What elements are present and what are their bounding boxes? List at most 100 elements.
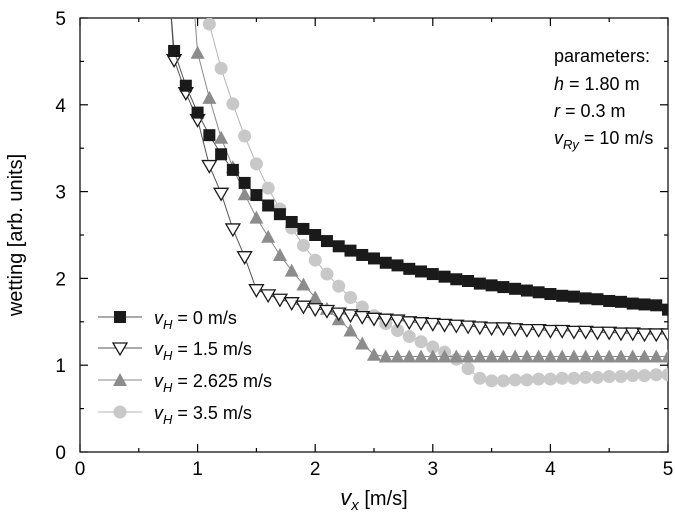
data-point-triangle-up [625,349,640,363]
data-point-circle [602,369,616,383]
data-point-circle [249,157,263,171]
data-point-triangle-down [365,312,383,327]
data-point-square [391,259,404,272]
data-point-triangle-down [330,307,347,322]
data-point-circle [461,362,475,376]
data-point-triangle-down [495,322,512,337]
series-1 [165,18,668,343]
data-point-triangle-up [508,349,523,363]
data-point-triangle-up [649,349,664,363]
x-tick-label: 3 [428,459,439,480]
data-point-triangle-up [190,45,205,59]
data-point-triangle-down [318,304,336,319]
data-point-square [332,240,345,253]
x-tick-label: 5 [663,459,674,480]
data-point-circle [567,371,581,385]
data-point-triangle-down [271,293,289,308]
data-point-triangle-up [449,349,464,363]
data-point-circle [508,373,522,387]
data-point-triangle-up [437,349,452,363]
data-point-circle [226,97,240,111]
data-point-triangle-down [401,316,418,331]
data-point-square [426,268,439,281]
data-point-circle [543,372,557,386]
data-point-triangle-down [424,317,441,332]
legend-item-1: vH = 1.5 m/s [98,339,252,363]
data-point-triangle-down [307,303,324,318]
data-point-triangle-down [448,319,465,334]
legend-label: vH = 3.5 m/s [154,403,252,427]
data-point-square [638,298,651,311]
data-point-triangle-up [519,349,534,363]
data-point-triangle-up [472,349,487,363]
data-point-square [591,293,604,306]
data-point-triangle-down [483,322,500,337]
data-point-triangle-up [531,349,546,363]
parameters-title: parameters: [554,46,650,66]
data-point-square [614,295,627,308]
data-point-triangle-up [355,336,370,350]
data-point-circle [626,369,640,383]
data-point-triangle-down [111,342,129,357]
data-point-square [297,222,310,235]
series-2 [190,18,668,363]
x-tick-labels: 0 1 2 3 4 5 [75,459,674,480]
axis-ticks [79,17,669,453]
data-point-circle [238,129,252,143]
data-point-triangle-down [283,297,300,311]
data-point-square [567,290,580,303]
data-point-triangle-up [555,349,570,363]
legend-item-0: vH = 0 m/s [98,308,237,332]
data-point-triangle-up [367,347,381,361]
parameter-line: h = 1.80 m [554,74,640,94]
data-point-square [579,292,592,305]
data-point-square [497,281,510,294]
data-point-square [403,262,416,275]
data-point-triangle-down [201,159,218,174]
data-point-triangle-up [202,90,217,104]
data-point-triangle-down [636,328,653,343]
data-point-triangle-up [402,349,417,363]
data-point-triangle-up [272,247,287,261]
data-point-circle [496,374,510,388]
data-point-triangle-up [484,349,499,363]
data-point-triangle-down [589,326,606,341]
x-axis-label: vx [m/s] [340,485,407,514]
data-point-circle [261,181,275,195]
data-point-square [532,286,545,299]
x-tick-label: 1 [192,459,203,480]
data-point-circle [320,267,334,281]
data-point-circle [332,279,346,293]
data-point-circle [520,373,534,387]
data-point-triangle-up [284,263,299,277]
data-point-triangle-down [554,324,571,339]
y-tick-label: 1 [55,356,66,377]
data-point-circle [391,323,405,337]
data-point-square [356,248,369,261]
data-point-square [415,265,428,278]
data-point-square [556,289,569,302]
data-point-triangle-up [414,349,429,363]
data-point-circle [649,368,663,382]
data-point-square [238,176,251,189]
data-point-triangle-up [496,349,511,363]
data-point-triangle-down [542,324,559,339]
x-tick-label: 4 [545,459,556,480]
data-point-square [191,106,204,119]
data-point-square [650,299,663,312]
data-point-square [215,148,228,161]
y-tick-label: 0 [55,443,66,464]
data-point-triangle-up [237,187,252,201]
data-point-circle [532,372,546,386]
data-point-triangle-down [506,323,524,338]
data-point-square [379,256,392,269]
data-point-triangle-up [249,210,264,224]
data-point-triangle-down [659,328,668,343]
data-point-circle [426,340,440,354]
data-point-triangle-up [602,349,617,363]
data-point-circle [343,290,357,304]
data-point-circle [202,18,216,31]
x-tick-label: 2 [310,459,321,480]
data-point-triangle-up [343,323,358,337]
